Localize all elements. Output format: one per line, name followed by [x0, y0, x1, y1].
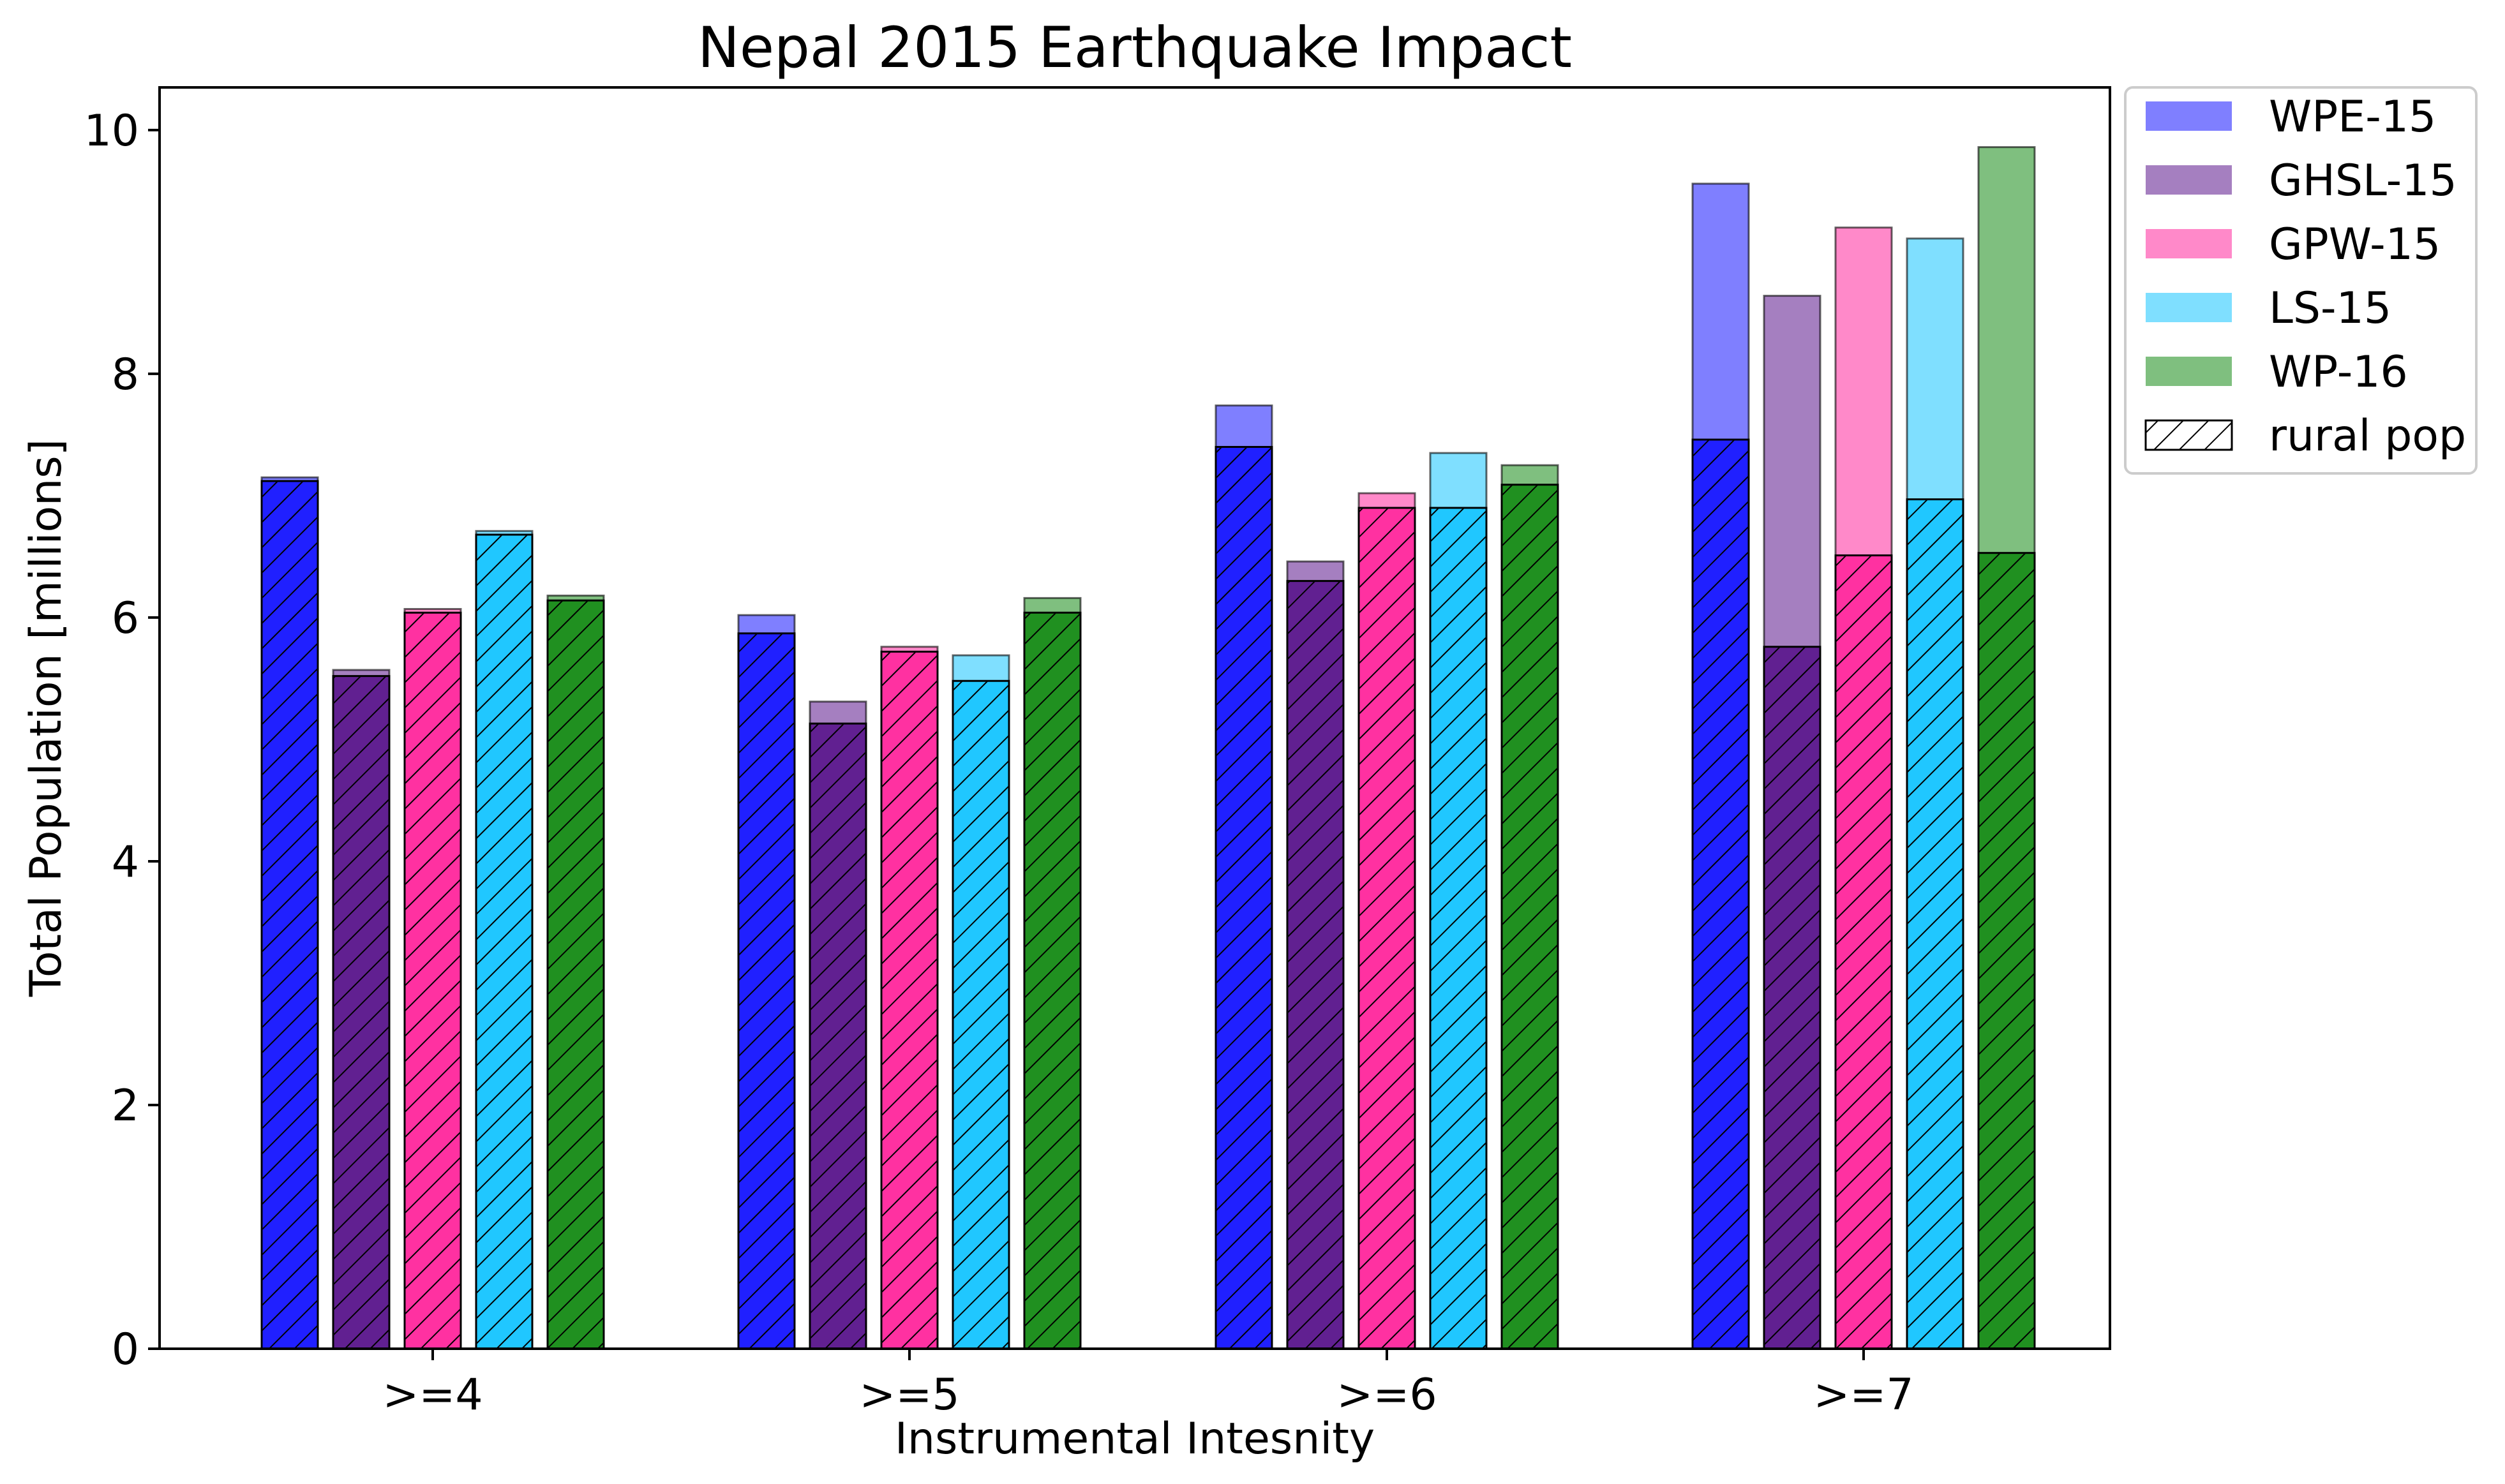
y-tick-label: 0 [112, 1324, 139, 1375]
x-tick-label: >=5 [859, 1370, 959, 1420]
legend-swatch-wp-16 [2146, 357, 2232, 386]
bar-hatch-ghsl-15-ge6 [1287, 581, 1343, 1349]
bar-hatch-wp-16-ge7 [1978, 553, 2035, 1349]
bar-hatch-ghsl-15-ge4 [333, 676, 389, 1349]
y-tick-label: 2 [112, 1081, 139, 1131]
legend-label-wp-16: WP-16 [2269, 347, 2408, 397]
bar-hatch-wpe-15-ge7 [1693, 440, 1749, 1349]
bar-hatch-wpe-15-ge5 [738, 633, 795, 1349]
plot-frame [158, 86, 2111, 1350]
legend-label-gpw-15: GPW-15 [2269, 219, 2441, 270]
bar-hatch-wp-16-ge6 [1502, 484, 1558, 1349]
bar-hatch-gpw-15-ge4 [405, 612, 461, 1349]
y-tick-label: 8 [112, 350, 139, 400]
bar-hatch-gpw-15-ge7 [1836, 555, 1892, 1349]
legend-swatch-ls-15 [2146, 293, 2232, 322]
x-axis: >=4 >=5 >=6 >=7 [382, 1349, 1914, 1420]
bar-hatch-wpe-15-ge4 [262, 480, 318, 1349]
legend-label-wpe-15: WPE-15 [2269, 92, 2436, 142]
legend-swatch-wpe-15 [2146, 101, 2232, 131]
legend-swatch-ghsl-15 [2146, 165, 2232, 195]
x-tick-label: >=6 [1336, 1370, 1437, 1420]
legend: WPE-15 GHSL-15 GPW-15 LS-15 WP-16 rural pop [2124, 86, 2478, 475]
legend-label-ls-15: LS-15 [2269, 283, 2391, 334]
x-axis-label: Instrumental Intesnity [895, 1414, 1375, 1464]
bar-hatch-ghsl-15-ge5 [810, 723, 866, 1349]
y-tick-label: 4 [112, 837, 139, 887]
y-axis-label: Total Population [millions] [21, 439, 71, 997]
bar-hatch-ls-15-ge6 [1430, 508, 1486, 1349]
y-tick-label: 6 [112, 593, 139, 644]
bar-hatch-ls-15-ge5 [953, 681, 1009, 1349]
bar-hatch-gpw-15-ge6 [1359, 508, 1415, 1349]
legend-label-ghsl-15: GHSL-15 [2269, 156, 2457, 206]
bar-hatch-wp-16-ge4 [548, 600, 604, 1349]
bar-hatch-wpe-15-ge6 [1216, 447, 1272, 1349]
y-tick-label: 10 [84, 106, 139, 156]
chart-title: Nepal 2015 Earthquake Impact [698, 15, 1572, 80]
x-tick-label: >=4 [382, 1370, 482, 1420]
bar-hatch-ghsl-15-ge7 [1764, 646, 1820, 1349]
bars-group [260, 146, 2036, 1350]
bar-hatch-gpw-15-ge5 [881, 651, 938, 1349]
x-tick-label: >=7 [1813, 1370, 1913, 1420]
bar-hatch-ls-15-ge7 [1907, 499, 1963, 1349]
bar-hatch-ls-15-ge4 [476, 535, 532, 1349]
legend-swatch-rural-pop-hatch [2146, 420, 2232, 450]
bar-hatch-wp-16-ge5 [1024, 612, 1081, 1349]
legend-swatch-gpw-15 [2146, 229, 2232, 258]
y-axis: 0 2 4 6 8 10 [84, 106, 160, 1375]
legend-label-rural-pop: rural pop [2269, 411, 2466, 461]
